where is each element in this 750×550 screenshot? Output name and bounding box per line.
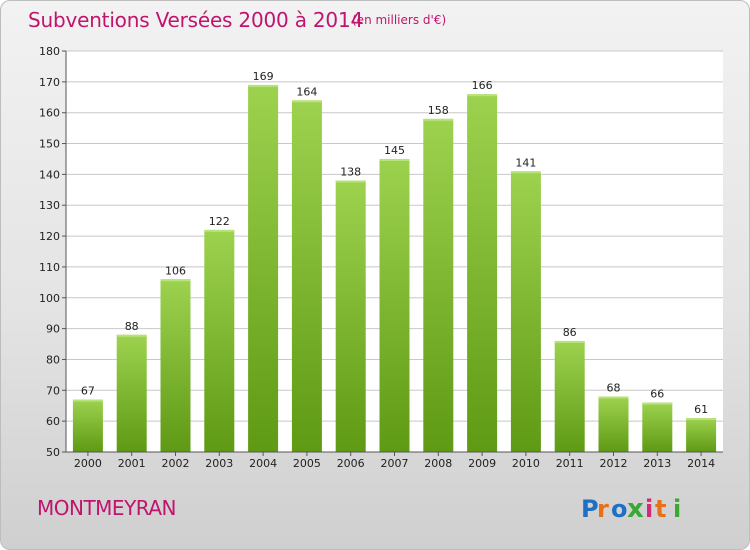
y-tick-label: 140 xyxy=(39,168,60,181)
data-label-2001: 88 xyxy=(125,320,139,333)
bar-top-edge xyxy=(423,118,454,121)
bar-top-edge xyxy=(160,279,191,282)
x-tick-label-2014: 2014 xyxy=(687,457,715,470)
y-tick-label: 60 xyxy=(46,415,60,428)
data-label-2010: 141 xyxy=(515,156,536,169)
brand-letter: r xyxy=(597,495,609,523)
bar-2004 xyxy=(248,84,279,452)
x-tick-label-2001: 2001 xyxy=(118,457,146,470)
brand-letter: i xyxy=(673,495,681,523)
x-tick-label-2007: 2007 xyxy=(381,457,409,470)
brand-letter: t xyxy=(655,495,666,523)
x-tick-label-2010: 2010 xyxy=(512,457,540,470)
y-tick-label: 80 xyxy=(46,353,60,366)
bar-top-edge xyxy=(248,84,279,87)
x-tick-label-2005: 2005 xyxy=(293,457,321,470)
bar-2012 xyxy=(598,396,629,452)
bar-top-edge xyxy=(291,100,322,103)
y-tick-label: 100 xyxy=(39,292,60,305)
bar-top-edge xyxy=(204,229,235,232)
data-label-2007: 145 xyxy=(384,144,405,157)
x-tick-label-2012: 2012 xyxy=(600,457,628,470)
data-label-2014: 61 xyxy=(694,403,708,416)
x-tick-label-2013: 2013 xyxy=(643,457,671,470)
data-label-2003: 122 xyxy=(209,215,230,228)
data-label-2000: 67 xyxy=(81,385,95,398)
bar-2011 xyxy=(554,340,585,452)
bar-2013 xyxy=(642,402,673,452)
bar-top-edge xyxy=(116,334,147,337)
bar-top-edge xyxy=(554,340,585,343)
y-tick-label: 70 xyxy=(46,384,60,397)
data-label-2009: 166 xyxy=(472,79,493,92)
bar-2005 xyxy=(291,100,322,452)
brand-letter: P xyxy=(581,495,599,523)
bar-top-edge xyxy=(379,158,410,161)
bar-2001 xyxy=(116,334,147,452)
x-tick-label-2008: 2008 xyxy=(424,457,452,470)
x-tick-label-2002: 2002 xyxy=(162,457,190,470)
brand-letter: i xyxy=(645,495,653,523)
brand-letter: o xyxy=(611,495,628,523)
y-tick-label: 50 xyxy=(46,446,60,459)
data-label-2005: 164 xyxy=(296,85,317,98)
x-tick-label-2003: 2003 xyxy=(205,457,233,470)
data-label-2012: 68 xyxy=(607,381,621,394)
brand-letter: x xyxy=(627,494,644,524)
commune-name: MONTMEYRAN xyxy=(37,496,177,520)
bar-top-edge xyxy=(467,94,498,97)
data-label-2002: 106 xyxy=(165,264,186,277)
bar-2008 xyxy=(423,118,454,452)
bar-2003 xyxy=(204,229,235,452)
y-tick-label: 130 xyxy=(39,199,60,212)
bar-top-edge xyxy=(598,396,629,399)
x-tick-label-2000: 2000 xyxy=(74,457,102,470)
bar-2010 xyxy=(510,171,541,453)
bar-top-edge xyxy=(510,171,541,174)
bar-2002 xyxy=(160,279,191,452)
bar-top-edge xyxy=(72,399,103,402)
bar-2000 xyxy=(72,399,103,452)
x-tick-label-2004: 2004 xyxy=(249,457,277,470)
y-tick-label: 120 xyxy=(39,230,60,243)
data-label-2008: 158 xyxy=(428,104,449,117)
data-label-2006: 138 xyxy=(340,166,361,179)
bar-top-edge xyxy=(642,402,673,405)
chart-title: Subventions Versées 2000 à 2014 xyxy=(28,8,364,32)
proxiti-logo: Pr o x i t i xyxy=(581,494,681,524)
y-tick-label: 170 xyxy=(39,76,60,89)
chart-subtitle: (en milliers d'€) xyxy=(352,13,447,27)
x-tick-label-2006: 2006 xyxy=(337,457,365,470)
y-tick-label: 180 xyxy=(39,45,60,58)
data-label-2004: 169 xyxy=(253,70,274,83)
bar-top-edge xyxy=(335,180,366,183)
y-tick-label: 90 xyxy=(46,323,60,336)
bar-2009 xyxy=(467,94,498,452)
y-tick-label: 160 xyxy=(39,107,60,120)
bar-2007 xyxy=(379,158,410,452)
bar-top-edge xyxy=(686,418,717,421)
y-tick-label: 110 xyxy=(39,261,60,274)
x-tick-label-2011: 2011 xyxy=(556,457,584,470)
x-tick-label-2009: 2009 xyxy=(468,457,496,470)
y-tick-label: 150 xyxy=(39,138,60,151)
data-label-2013: 66 xyxy=(650,388,664,401)
bar-2006 xyxy=(335,180,366,453)
data-label-2011: 86 xyxy=(563,326,577,339)
bar-2014 xyxy=(686,418,717,452)
